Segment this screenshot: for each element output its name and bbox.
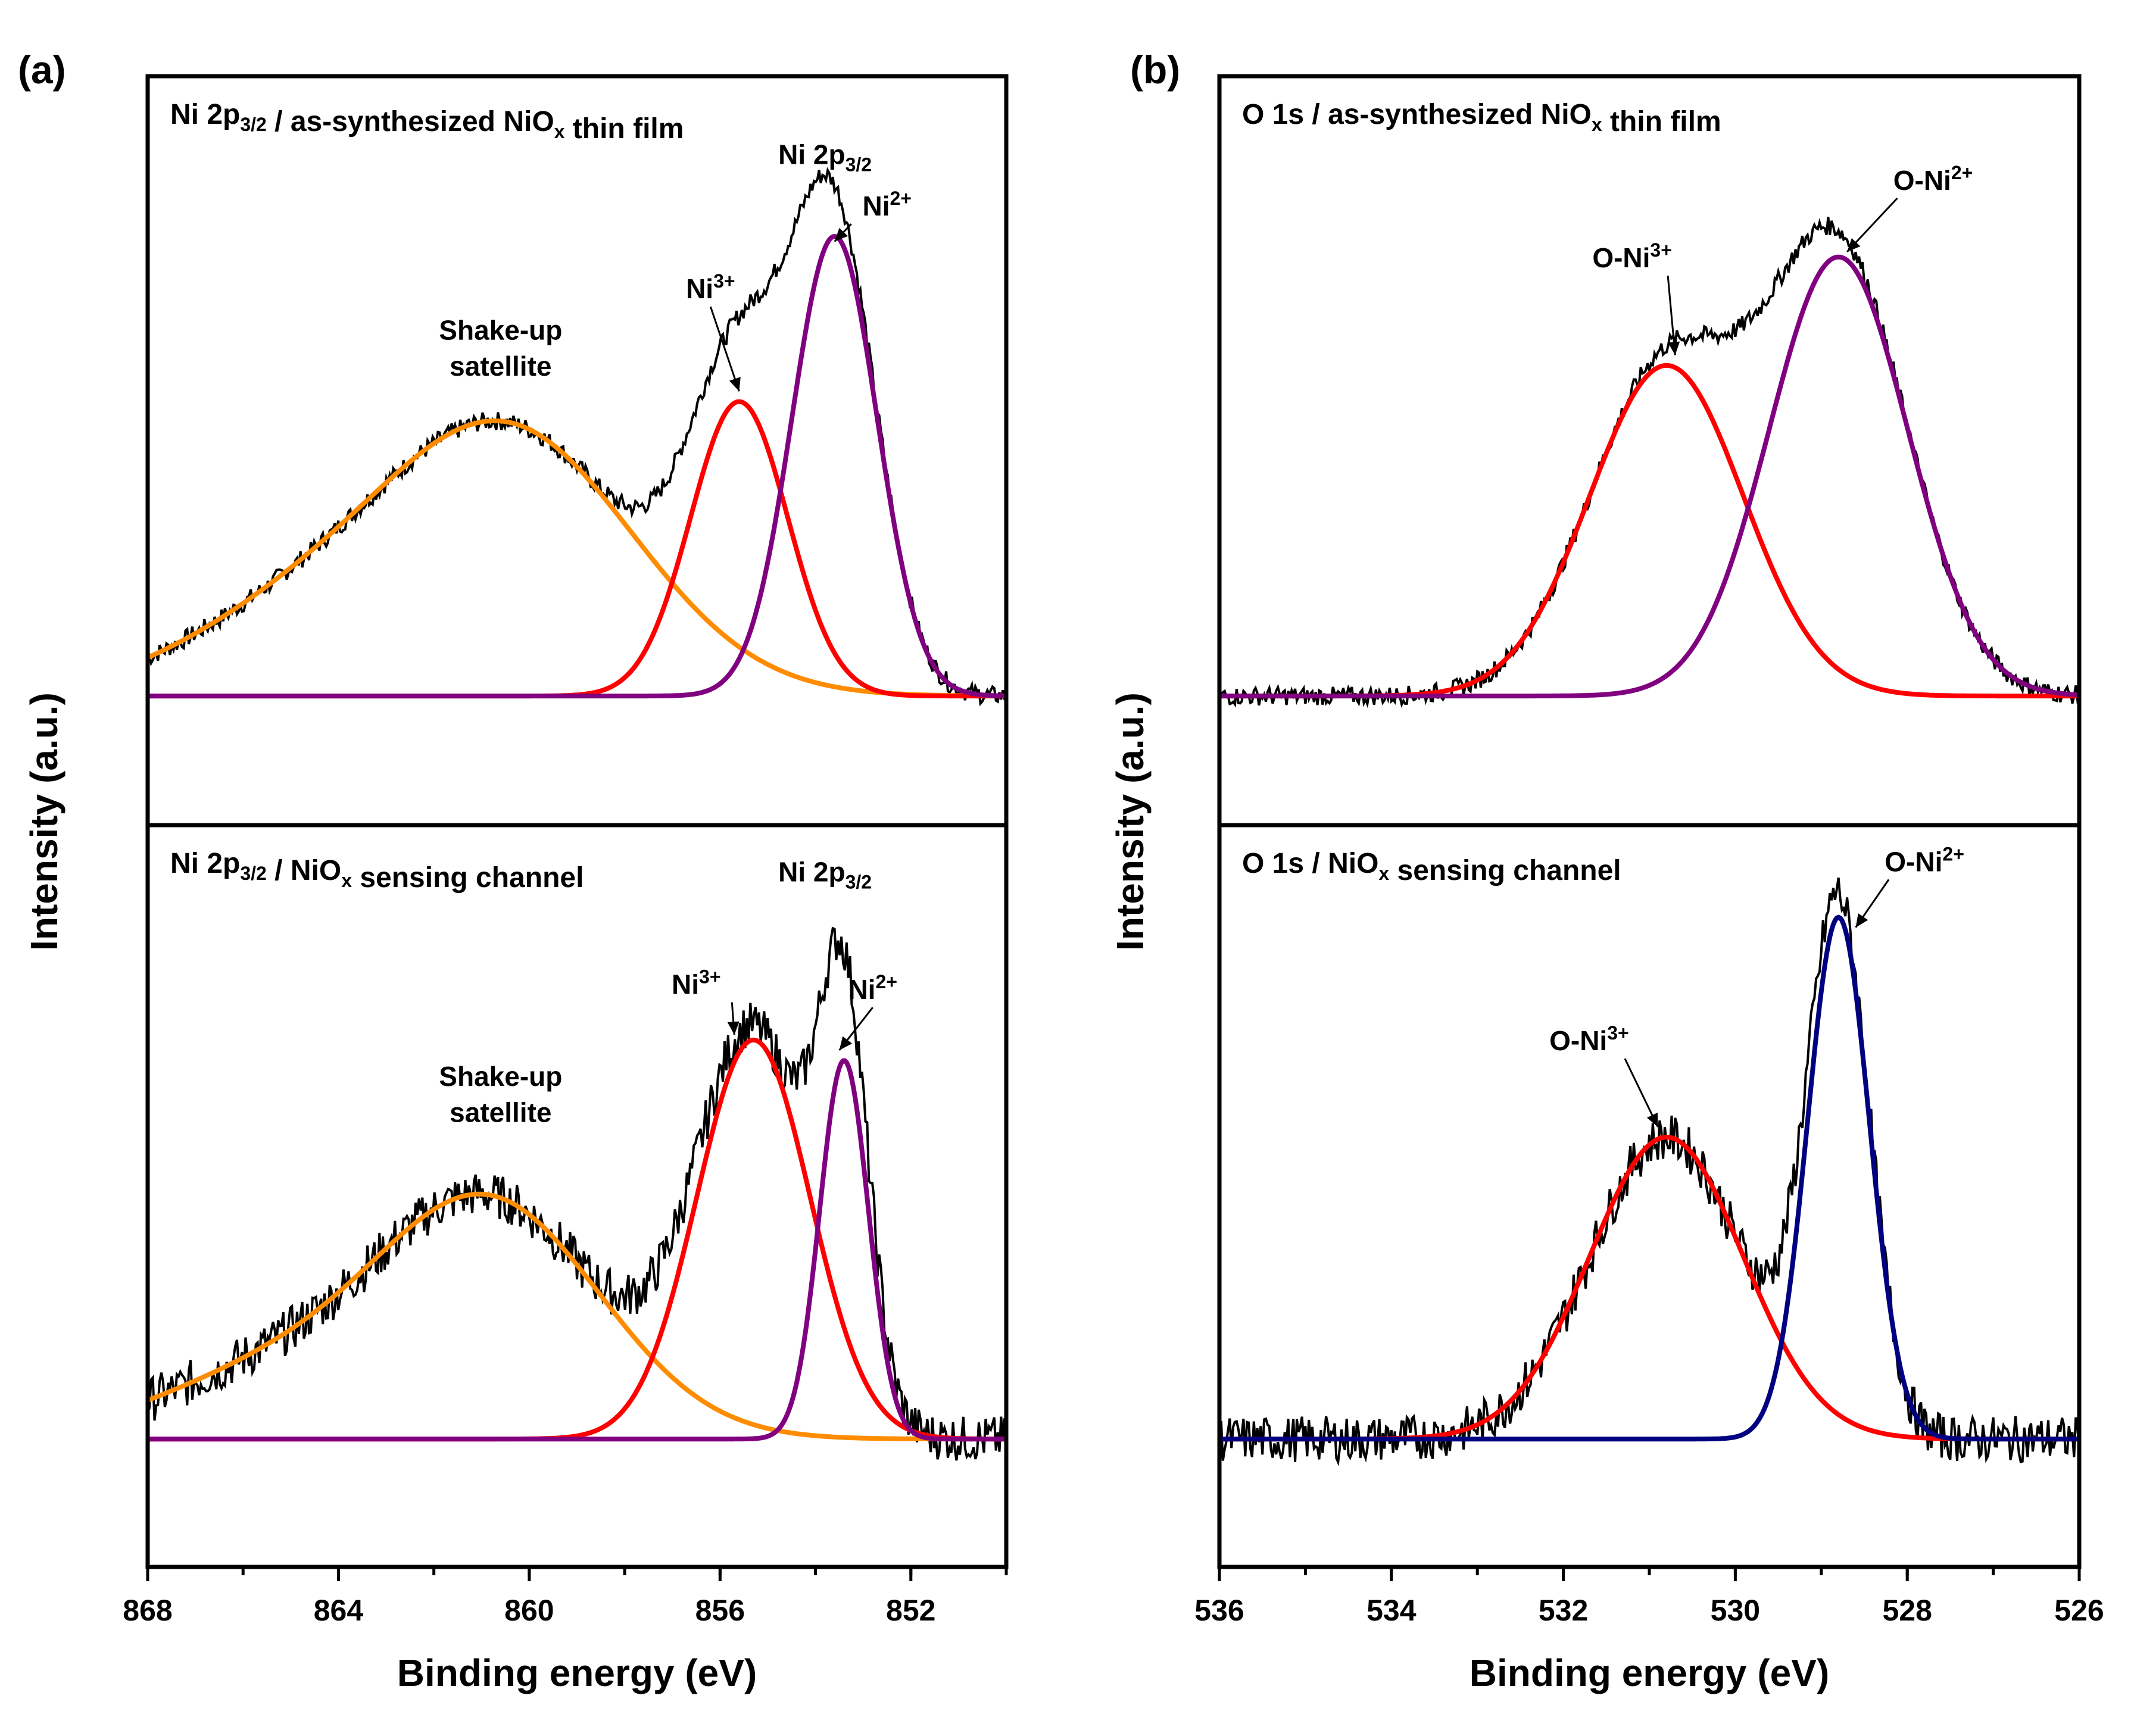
subplot-b-2: O 1s / NiOx sensing channel O-Ni3+ O-Ni2+ (1218, 843, 2080, 1466)
arrow-head (834, 227, 848, 242)
fit-ni2- (148, 233, 1007, 699)
peak-annotation: satellite (450, 1097, 551, 1128)
arrow-head (1855, 913, 1868, 928)
x-tick-label: 856 (695, 1594, 745, 1627)
peak-annotation: Shake-up (439, 314, 562, 345)
x-tick-label: 536 (1194, 1594, 1244, 1627)
arrow-head (727, 1021, 740, 1035)
fit-ni3- (148, 399, 1006, 699)
raw-spectrum-line (1218, 878, 2080, 1466)
fit-ni3- (148, 1037, 1006, 1442)
fit-ni2- (148, 1058, 1006, 1442)
peak-annotation: Ni 2p3/2 (778, 857, 872, 893)
raw-spectrum-line (146, 926, 1007, 1461)
y-axis-label: Intensity (a.u.) (1109, 692, 1152, 951)
plot-frame (1217, 74, 2082, 1569)
raw-spectrum-line (1218, 217, 2080, 708)
subplot-title: O 1s / as-synthesized NiOx thin film (1242, 99, 1721, 138)
fit-o-ni2- (1219, 254, 2080, 699)
arrow-head (1646, 1112, 1658, 1127)
arrow-head (1668, 341, 1680, 355)
subplot-b-1: O 1s / as-synthesized NiOx thin film O-Ni… (1218, 99, 2080, 708)
x-axis-label: Binding energy (eV) (397, 1651, 757, 1694)
fit-shake-up-satellite (146, 418, 1006, 698)
x-tick-label: 528 (1882, 1594, 1932, 1627)
y-axis-label: Intensity (a.u.) (23, 692, 65, 951)
peak-annotation: Ni3+ (672, 966, 720, 1000)
subplot-a-2: Ni 2p3/2 / NiOx sensing channel Ni 2p3/2 N… (146, 848, 1007, 1461)
fit-o-ni2- (1219, 914, 2079, 1442)
peak-annotation: O-Ni3+ (1549, 1022, 1629, 1056)
fit-shake-up-satellite (146, 1191, 1006, 1442)
x-axis-label: Binding energy (eV) (1470, 1651, 1830, 1694)
subplot-title: Ni 2p3/2 / as-synthesized NiOx thin film (170, 99, 684, 145)
x-tick-label: 864 (314, 1594, 364, 1627)
x-tick-label: 852 (886, 1594, 935, 1627)
arrow-head (729, 377, 741, 392)
x-tick-label: 860 (504, 1594, 554, 1627)
peak-annotation: Ni 2p3/2 (778, 139, 872, 175)
arrow-head (1847, 238, 1861, 252)
x-tick-label: 530 (1711, 1594, 1760, 1627)
subplot-title: O 1s / NiOx sensing channel (1242, 848, 1621, 886)
x-tick-label: 526 (2054, 1594, 2104, 1627)
arrow-head (839, 1036, 853, 1051)
x-tick-label: 532 (1539, 1594, 1588, 1627)
panel-letter-b: (b) (1130, 48, 1180, 92)
peak-annotation: Shake-up (439, 1061, 562, 1092)
peak-annotation: O-Ni2+ (1893, 162, 1973, 196)
fit-o-ni3- (1219, 363, 2079, 699)
fit-o-ni3- (1219, 1135, 2079, 1442)
peak-annotation: Ni2+ (848, 971, 897, 1005)
annotation-arrow (1667, 275, 1676, 355)
panel-letter-a: (a) (18, 48, 66, 92)
peak-annotation: O-Ni2+ (1885, 843, 1964, 877)
peak-annotation: Ni2+ (862, 188, 911, 221)
subplot-title: Ni 2p3/2 / NiOx sensing channel (170, 848, 584, 894)
subplot-a-1: Ni 2p3/2 / as-synthesized NiOx thin film… (146, 99, 1007, 707)
annotation-arrow (709, 306, 740, 392)
peak-annotation: satellite (450, 351, 551, 382)
peak-annotation: O-Ni3+ (1592, 239, 1672, 273)
raw-spectrum-line (146, 167, 1007, 707)
panel-a: (a) Ni 2p3/2 / as-synthesized NiOx thin f… (18, 48, 1009, 1694)
x-tick-label: 534 (1366, 1594, 1417, 1627)
x-tick-label: 868 (123, 1594, 172, 1627)
panel-b: (b)O 1s / as-synthesized NiOx thin filmO… (1109, 48, 2104, 1694)
peak-annotation: Ni3+ (686, 270, 735, 304)
plot-frame (145, 74, 1009, 1569)
